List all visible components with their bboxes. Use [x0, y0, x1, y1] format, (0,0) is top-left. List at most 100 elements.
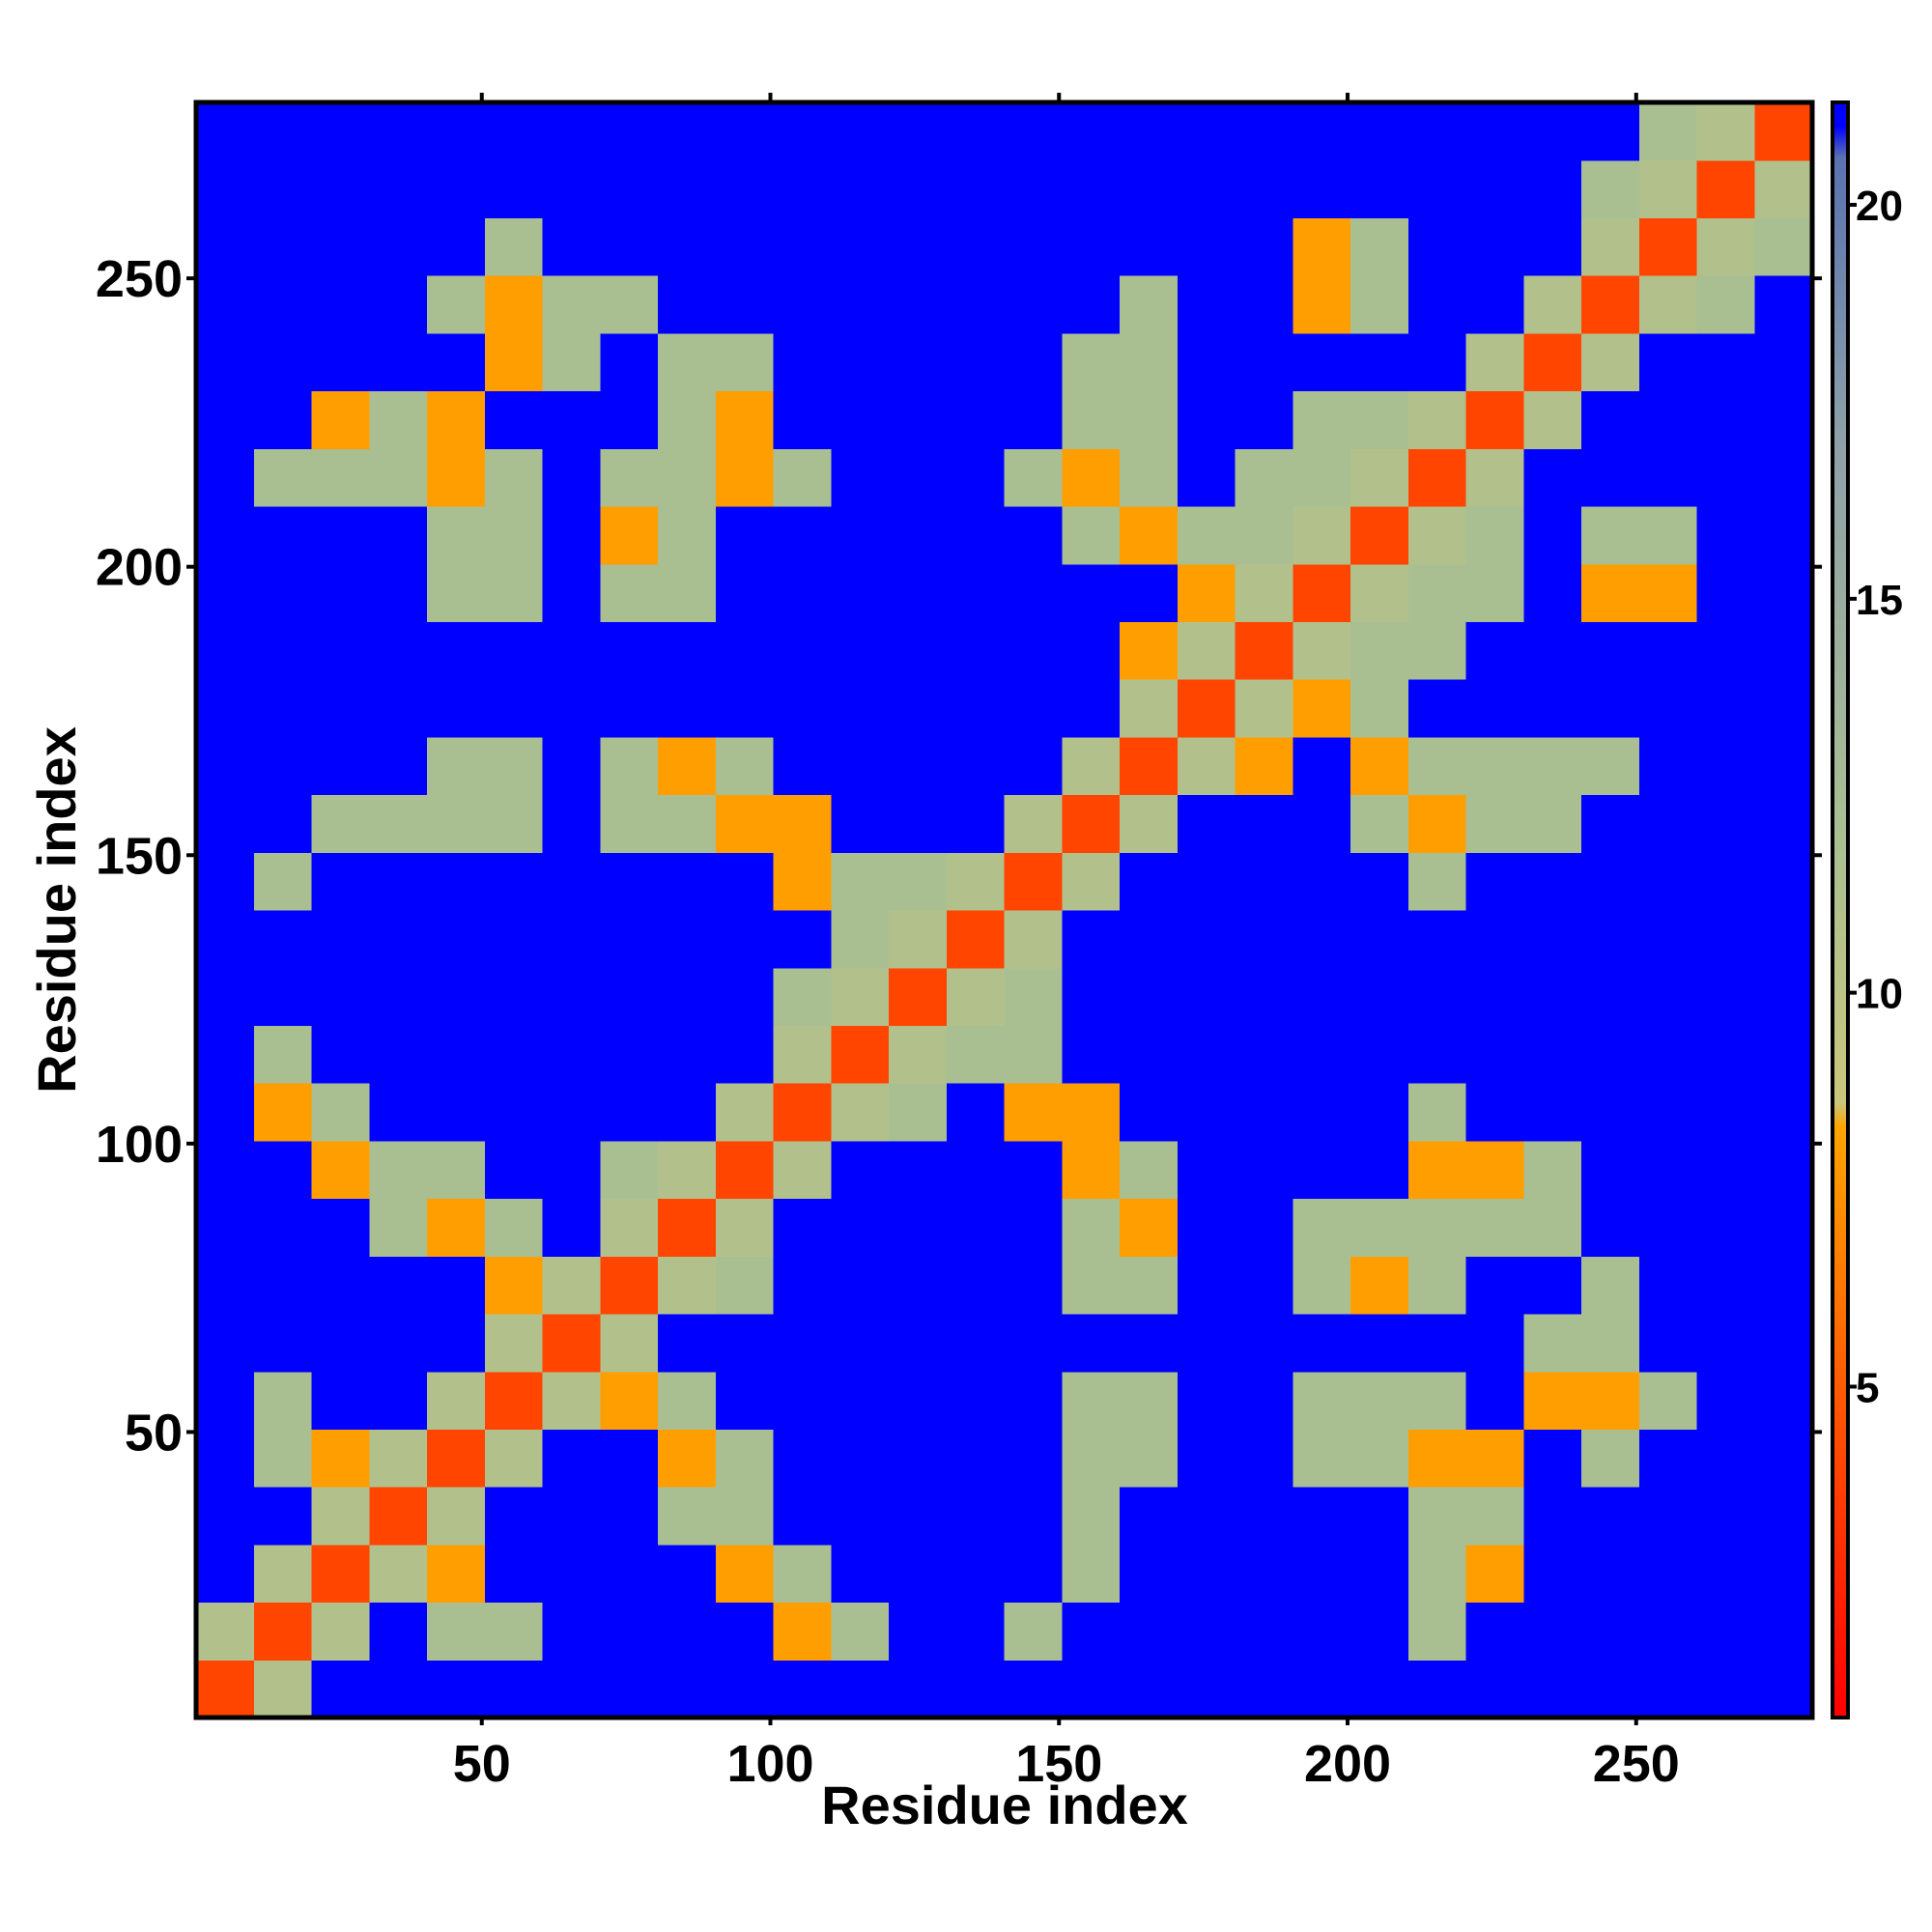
heatmap-cell	[369, 1487, 428, 1546]
heatmap-cell	[1120, 102, 1179, 161]
heatmap-cell	[1696, 1083, 1755, 1142]
heatmap-cell	[1235, 1256, 1293, 1315]
heatmap-cell	[484, 1198, 544, 1257]
heatmap-cell	[369, 563, 428, 623]
heatmap-cell	[831, 621, 890, 680]
heatmap-cell	[946, 794, 1006, 853]
heatmap-cell	[1523, 275, 1582, 334]
heatmap-cell	[600, 1083, 659, 1142]
heatmap-cell	[196, 967, 255, 1027]
heatmap-cell	[600, 390, 659, 449]
heatmap-cell	[1120, 736, 1179, 796]
heatmap-cell	[715, 1198, 775, 1257]
x-tick-label: 50	[453, 1735, 511, 1793]
heatmap-cell	[1004, 1083, 1063, 1142]
heatmap-cell	[1581, 910, 1640, 969]
heatmap-cell	[1754, 1429, 1813, 1488]
heatmap-cell	[1696, 448, 1755, 507]
heatmap-cell	[1004, 390, 1063, 449]
heatmap-cell	[1696, 1371, 1755, 1431]
heatmap-cell	[889, 1198, 948, 1257]
heatmap-cell	[1696, 736, 1755, 796]
heatmap-cell	[658, 1140, 717, 1200]
heatmap-cell	[1293, 102, 1351, 161]
heatmap-cell	[369, 736, 428, 796]
heatmap-cell	[1120, 332, 1179, 392]
heatmap-cell	[946, 1256, 1006, 1315]
heatmap-cell	[196, 1198, 255, 1257]
heatmap-cell	[1004, 448, 1063, 507]
heatmap-cell	[1004, 1602, 1063, 1661]
heatmap-cell	[1696, 1660, 1755, 1719]
heatmap-cell	[484, 1256, 544, 1315]
heatmap-cell	[1004, 1429, 1063, 1488]
heatmap-cell	[1350, 794, 1409, 853]
heatmap-cell	[1754, 1256, 1813, 1315]
heatmap-cell	[1350, 563, 1409, 623]
heatmap-cell	[1754, 679, 1813, 738]
heatmap-cell	[1004, 506, 1063, 565]
heatmap-cell	[484, 1083, 544, 1142]
heatmap-cell	[831, 1544, 890, 1604]
heatmap-cell	[542, 794, 601, 853]
heatmap-cell	[196, 1314, 255, 1373]
heatmap-cell	[1177, 102, 1236, 161]
heatmap-cell	[369, 1429, 428, 1488]
heatmap-cell	[1581, 159, 1640, 219]
heatmap-cell	[600, 1198, 659, 1257]
heatmap-cell	[311, 448, 370, 507]
heatmap-cell	[1177, 1371, 1236, 1431]
heatmap-cell	[542, 332, 601, 392]
heatmap-cell	[1754, 852, 1813, 911]
heatmap-cell	[369, 794, 428, 853]
heatmap-cell	[1350, 1371, 1409, 1431]
heatmap-cell	[1465, 1140, 1524, 1200]
heatmap-cell	[542, 1025, 601, 1084]
heatmap-cell	[715, 506, 775, 565]
heatmap-cell	[1465, 1487, 1524, 1546]
heatmap-cell	[1177, 621, 1236, 680]
heatmap-cell	[773, 506, 832, 565]
heatmap-cell	[253, 217, 313, 276]
heatmap-cell	[1293, 1198, 1351, 1257]
heatmap-cell	[542, 736, 601, 796]
heatmap-cell	[1004, 275, 1063, 334]
heatmap-cell	[1120, 1083, 1179, 1142]
heatmap-cell	[1120, 159, 1179, 219]
heatmap-cell	[427, 390, 486, 449]
heatmap-cell	[427, 1140, 486, 1200]
heatmap-cell	[600, 1371, 659, 1431]
heatmap-cell	[1638, 1660, 1698, 1719]
heatmap-cell	[773, 852, 832, 911]
heatmap	[196, 102, 1813, 1719]
heatmap-cell	[311, 1602, 370, 1661]
heatmap-cell	[946, 852, 1006, 911]
heatmap-cell	[427, 448, 486, 507]
heatmap-cell	[715, 1140, 775, 1200]
heatmap-cell	[889, 679, 948, 738]
heatmap-cell	[196, 390, 255, 449]
heatmap-cell	[369, 967, 428, 1027]
heatmap-cell	[484, 102, 544, 161]
heatmap-cell	[946, 1544, 1006, 1604]
heatmap-cell	[1465, 1371, 1524, 1431]
heatmap-cell	[831, 852, 890, 911]
heatmap-cell	[253, 736, 313, 796]
heatmap-cell	[1638, 1083, 1698, 1142]
heatmap-cell	[889, 736, 948, 796]
heatmap-cell	[1120, 1140, 1179, 1200]
heatmap-cell	[484, 1371, 544, 1431]
heatmap-cell	[1350, 910, 1409, 969]
heatmap-cell	[369, 852, 428, 911]
heatmap-cell	[1062, 217, 1121, 276]
heatmap-cell	[658, 1083, 717, 1142]
heatmap-cell	[427, 794, 486, 853]
heatmap-cell	[946, 1314, 1006, 1373]
heatmap-cell	[542, 159, 601, 219]
heatmap-cell	[715, 910, 775, 969]
heatmap-cell	[542, 1660, 601, 1719]
heatmap-cell	[946, 1198, 1006, 1257]
heatmap-cell	[1581, 217, 1640, 276]
heatmap-cell	[1235, 332, 1293, 392]
heatmap-cell	[427, 910, 486, 969]
